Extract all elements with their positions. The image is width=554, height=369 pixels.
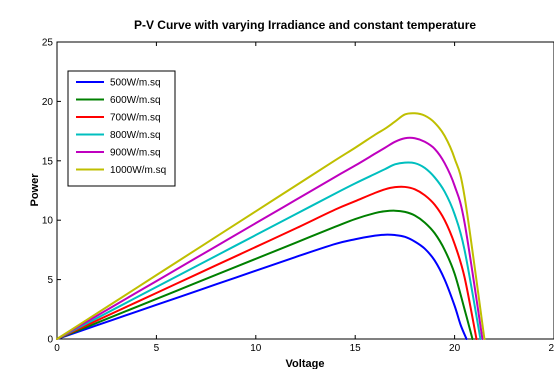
legend-entry: 1000W/m.sq — [110, 165, 166, 176]
series-line-5 — [56, 112, 486, 340]
series-line-0 — [56, 233, 468, 340]
y-tick-label: 5 — [47, 275, 53, 286]
x-tick-label: 25 — [548, 343, 554, 354]
x-axis-label: Voltage — [286, 358, 325, 369]
series-line-1 — [56, 209, 474, 340]
x-tick-label: 10 — [250, 343, 262, 354]
series-line-2 — [56, 185, 478, 340]
series-layer — [56, 112, 486, 340]
legend-entry: 600W/m.sq — [110, 95, 161, 106]
series-line-3 — [56, 161, 482, 340]
legend-box — [67, 70, 176, 187]
legend-entry: 700W/m.sq — [110, 113, 161, 124]
y-tick-label: 15 — [42, 156, 54, 167]
y-tick-label: 10 — [42, 216, 54, 227]
legend-entry: 900W/m.sq — [110, 148, 161, 159]
chart-title: P-V Curve with varying Irradiance and co… — [134, 18, 476, 32]
axis-ticks: 0 5 10 15 20 25 0 5 10 15 20 25 — [42, 38, 554, 354]
x-tick-label: 20 — [449, 343, 461, 354]
y-tick-label: 20 — [42, 97, 54, 108]
series-line-4 — [56, 136, 484, 340]
legend: 500W/m.sq 600W/m.sq 700W/m.sq 800W/m.sq 900W… — [67, 70, 176, 187]
x-tick-label: 15 — [350, 343, 362, 354]
legend-entry: 500W/m.sq — [110, 78, 161, 89]
y-tick-label: 0 — [47, 335, 53, 346]
x-tick-label: 0 — [54, 343, 60, 354]
legend-entry: 800W/m.sq — [110, 130, 161, 141]
y-axis-label: Power — [29, 173, 41, 207]
x-tick-label: 5 — [154, 343, 160, 354]
y-tick-label: 25 — [42, 38, 54, 49]
